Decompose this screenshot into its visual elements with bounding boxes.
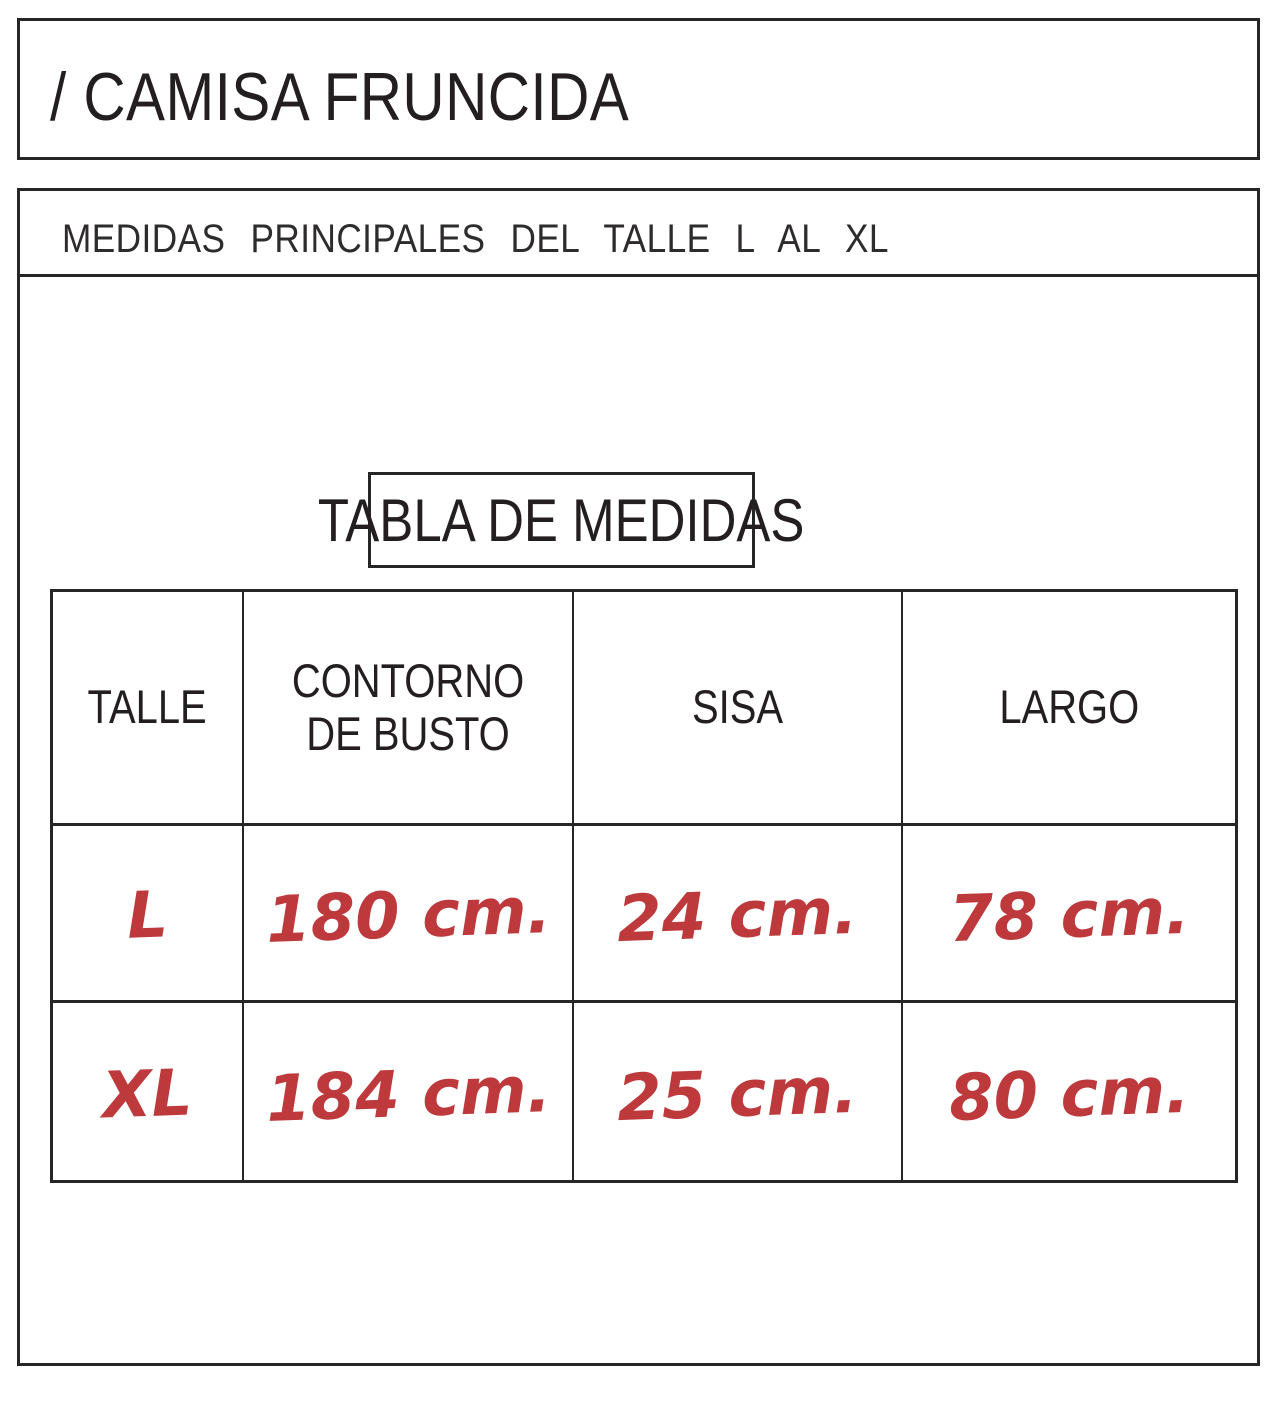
cell-busto-l: 180 cm. (244, 826, 574, 1003)
column-header-sisa: SISA (574, 592, 903, 826)
measurement-value: 78 cm. (947, 874, 1191, 958)
column-header-largo: LARGO (903, 592, 1235, 826)
cell-sisa-xl: 25 cm. (574, 1003, 903, 1180)
page-title: / CAMISA FRUNCIDA (50, 59, 630, 135)
measurement-value: 180 cm. (264, 874, 552, 958)
subtitle-strip: MEDIDAS PRINCIPALES DEL TALLE L AL XL (20, 191, 1257, 277)
measurement-value: 184 cm. (264, 1052, 552, 1137)
table-title: TABLA DE MEDIDAS (318, 486, 805, 554)
column-header-label: CONTORNO DE BUSTO (291, 653, 525, 760)
cell-size-xl: XL (53, 1003, 244, 1180)
column-header-label: TALLE (87, 680, 208, 734)
column-header-contorno-de-busto: CONTORNO DE BUSTO (244, 592, 574, 826)
table-title-box: TABLA DE MEDIDAS (318, 472, 805, 568)
cell-largo-l: 78 cm. (903, 826, 1235, 1003)
cell-busto-xl: 184 cm. (244, 1003, 574, 1180)
measurement-value: 24 cm. (616, 874, 859, 958)
column-header-talle: TALLE (53, 592, 244, 826)
cell-largo-xl: 80 cm. (903, 1003, 1235, 1180)
size-value: XL (101, 1055, 194, 1134)
column-header-label: SISA (691, 680, 784, 734)
title-box: / CAMISA FRUNCIDA (17, 18, 1260, 160)
size-value: L (125, 878, 170, 954)
size-table: TALLE CONTORNO DE BUSTO SISA LARGO L 180… (50, 589, 1238, 1183)
measurements-panel: MEDIDAS PRINCIPALES DEL TALLE L AL XL TA… (17, 188, 1260, 1366)
cell-sisa-l: 24 cm. (574, 826, 903, 1003)
cell-size-l: L (53, 826, 244, 1003)
column-header-label: LARGO (999, 680, 1139, 734)
measurement-value: 25 cm. (616, 1053, 859, 1136)
subtitle: MEDIDAS PRINCIPALES DEL TALLE L AL XL (62, 217, 889, 261)
measurement-value: 80 cm. (947, 1053, 1191, 1136)
